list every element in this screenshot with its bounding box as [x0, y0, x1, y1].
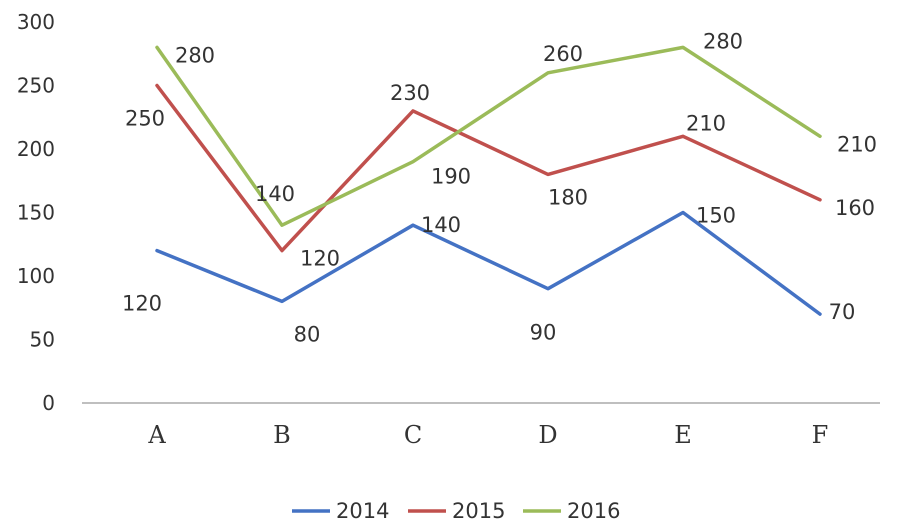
data-label-2016: 190	[431, 165, 471, 189]
x-tick-label: D	[538, 421, 557, 449]
data-label-2015: 160	[835, 196, 875, 220]
series-lines	[155, 45, 822, 316]
data-label-2016: 280	[175, 43, 215, 67]
series-line-2015	[155, 83, 822, 253]
x-tick-label: C	[404, 421, 422, 449]
x-tick-label: B	[273, 421, 291, 449]
legend-label-2015: 2015	[452, 499, 505, 523]
data-label-2015: 120	[300, 247, 340, 271]
data-labels: 120 80 140 90 150 70 250 120 230 180 210 160 280 140 1…	[122, 29, 877, 346]
y-tick-label: 250	[17, 74, 55, 98]
data-label-2016: 210	[837, 132, 877, 156]
data-label-2014: 120	[122, 292, 162, 316]
data-label-2015: 210	[686, 111, 726, 135]
data-label-2014: 70	[829, 300, 856, 324]
data-label-2015: 250	[125, 107, 165, 131]
x-tick-label: E	[674, 421, 692, 449]
data-label-2015: 230	[390, 81, 430, 105]
series-line-2014	[155, 210, 822, 316]
y-tick-label: 200	[17, 137, 55, 161]
y-tick-label: 50	[30, 328, 55, 352]
data-label-2014: 80	[294, 322, 321, 346]
y-tick-label: 300	[17, 10, 55, 34]
data-label-2016: 260	[543, 42, 583, 66]
data-label-2014: 90	[530, 321, 557, 345]
data-label-2015: 180	[548, 185, 588, 209]
y-tick-label: 100	[17, 264, 55, 288]
x-axis-ticks: A B C D E F	[147, 421, 828, 449]
series-line-2016	[155, 45, 822, 227]
data-label-2014: 140	[421, 213, 461, 237]
data-label-2016: 140	[255, 182, 295, 206]
x-tick-label: A	[147, 421, 166, 449]
y-tick-label: 150	[17, 201, 55, 225]
y-tick-label: 0	[42, 391, 55, 415]
legend-label-2014: 2014	[336, 499, 389, 523]
data-label-2014: 150	[696, 204, 736, 228]
legend: 2014 2015 2016	[292, 499, 620, 523]
data-label-2016: 280	[703, 29, 743, 53]
legend-label-2016: 2016	[567, 499, 620, 523]
y-axis-ticks: 0 50 100 150 200 250 300	[17, 10, 55, 415]
x-tick-label: F	[812, 421, 829, 449]
